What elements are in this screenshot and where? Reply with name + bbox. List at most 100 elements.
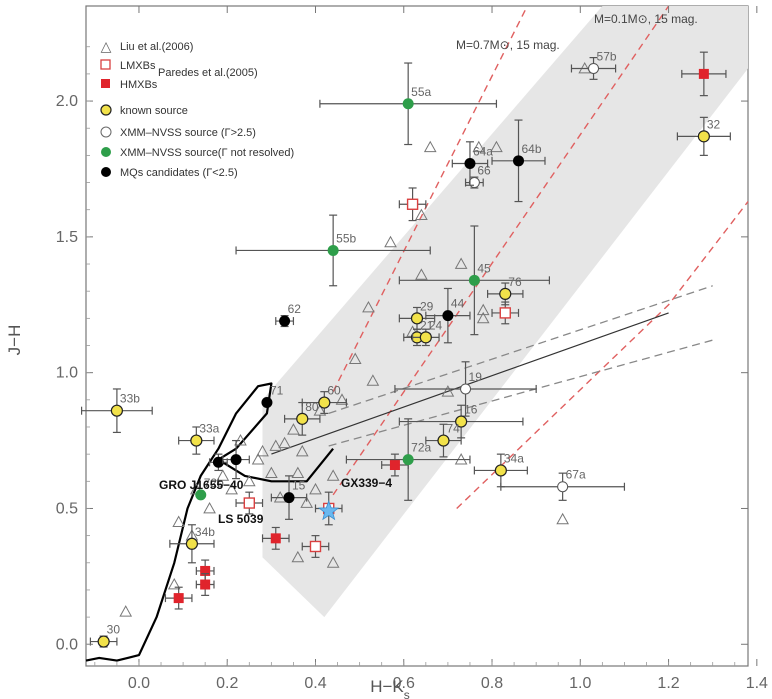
- liu-triangle-point: [348, 352, 362, 364]
- liu-triangle-point: [278, 436, 291, 449]
- gx339-star-marker: [318, 500, 340, 521]
- liu-triangle-point: [454, 257, 468, 269]
- mq-candidate-label: 71: [270, 384, 284, 398]
- known-source-point: [419, 331, 432, 344]
- known-source-point: [494, 464, 507, 477]
- xmm-open-point: [557, 481, 569, 493]
- callout-gro-j1655: GRO J1655−40: [159, 478, 244, 492]
- known-source-point: [190, 434, 203, 447]
- known-source-label: 80: [305, 400, 319, 414]
- legend-label-known: known source: [120, 105, 188, 117]
- liu-triangle-point: [225, 482, 238, 495]
- xmm-open-label: 19: [469, 370, 483, 384]
- lmxb-point: [499, 307, 511, 319]
- known-source-label: 74: [446, 422, 460, 436]
- hmxb-point: [200, 565, 211, 576]
- x-tick-label: 0.8: [481, 675, 503, 692]
- hmxb-point: [389, 460, 400, 471]
- hmxb-point: [200, 579, 211, 590]
- legend-symbol-xmm-green: [101, 147, 111, 157]
- xmm-open-label: 67a: [566, 468, 586, 482]
- liu-triangle-point: [415, 208, 428, 221]
- liu-triangle-point: [295, 444, 309, 457]
- liu-triangle-point: [300, 496, 314, 508]
- liu-triangle-point: [287, 423, 300, 435]
- xmm-open-point: [468, 177, 480, 189]
- known-source-label: 76: [508, 275, 522, 289]
- callout-ls5039: LS 5039: [218, 512, 264, 526]
- xmm-open-label: 66: [477, 164, 491, 178]
- gray-solid-line: [271, 312, 669, 455]
- lmxb-point: [406, 198, 419, 210]
- liu-triangle-point: [556, 512, 569, 525]
- y-tick-label: 1.5: [56, 229, 78, 246]
- liu-triangle-point: [362, 300, 375, 313]
- legend-label-lmxb: LMXBs: [120, 60, 156, 72]
- legend: △ Liu et al.(2006) LMXBs Paredes et al.(…: [100, 38, 294, 179]
- mq-candidate-point: [261, 397, 273, 409]
- liu-triangle-point: [216, 469, 230, 481]
- known-source-point: [110, 404, 123, 417]
- legend-symbol-triangle: △: [101, 38, 112, 54]
- x-axis-title: H−Ks: [370, 677, 410, 699]
- known-source-point: [318, 396, 331, 409]
- known-source-label: 34b: [195, 525, 215, 539]
- legend-label-triangle: Liu et al.(2006): [120, 41, 193, 53]
- callout-gx339: GX339−4: [341, 476, 392, 490]
- x-tick-label: 1.4: [746, 675, 768, 692]
- liu-triangles-layer: [119, 61, 592, 617]
- axes-layer: 0.0 0.2 0.4 0.6 0.8 1.0 1.2 1.4 0.0 0.5 1.0 1.5 2.0: [56, 6, 768, 692]
- x-tick-label: 0.0: [128, 675, 150, 692]
- liu-triangle-point: [172, 515, 186, 527]
- y-tick-label: 2.0: [56, 93, 78, 110]
- xmm-green-label: 55b: [336, 231, 356, 245]
- xmm-green-label: 45: [477, 261, 491, 275]
- y-axis-title: J−H: [5, 325, 24, 356]
- legend-label-xmm-green: XMM–NVSS source(Γ not resolved): [120, 147, 294, 159]
- gray-dashed-line: [328, 285, 713, 415]
- liu-triangle-point: [366, 374, 380, 386]
- y-tick-label: 0.5: [56, 500, 78, 517]
- legend-label-hmxb: HMXBs: [120, 79, 158, 91]
- mq-candidate-label: 44: [451, 297, 465, 311]
- legend-ref: Paredes et al.(2005): [158, 67, 258, 79]
- liu-triangle-point: [384, 235, 397, 248]
- xmm-open-label: 57b: [597, 49, 617, 63]
- gray-dashed-line: [328, 339, 713, 447]
- hmxb-point: [698, 68, 709, 79]
- liu-triangle-point: [441, 385, 455, 397]
- x-tick-label: 0.6: [393, 675, 415, 692]
- liu-triangle-point: [256, 444, 269, 457]
- legend-symbol-lmxb: [100, 59, 111, 70]
- red-dashed-track: [332, 5, 670, 496]
- hmxb-point: [270, 533, 281, 544]
- liu-triangle-point: [291, 466, 305, 479]
- liu-triangle-point: [265, 466, 278, 479]
- mq-candidate-point: [464, 158, 476, 170]
- known-source-label: 24: [429, 318, 443, 332]
- liu-triangle-point: [326, 556, 340, 568]
- xmm-green-point: [195, 489, 207, 501]
- mq-candidate-label: 15: [292, 479, 306, 493]
- lmxb-point: [243, 497, 255, 509]
- known-source-label: 60: [327, 384, 341, 398]
- tracks-layer: [85, 5, 749, 662]
- mq-candidate-point: [212, 456, 224, 468]
- track-label-01: M=0.1M⊙, 15 mag.: [594, 12, 698, 26]
- liu-triangle-point: [476, 303, 490, 316]
- known-source-label: 34a: [504, 451, 524, 465]
- liu-triangle-point: [251, 453, 265, 465]
- known-source-point: [697, 130, 710, 143]
- liu-triangle-point: [242, 474, 256, 487]
- known-source-point: [97, 635, 110, 648]
- xmm-green-label: 72b: [204, 476, 224, 490]
- main-sequence-curve: [85, 382, 334, 662]
- y-tick-label: 0.0: [56, 636, 78, 653]
- known-source-point: [296, 412, 309, 425]
- xmm-green-point: [402, 98, 414, 110]
- legend-symbol-hmxb: [101, 79, 110, 88]
- mq-candidate-point: [513, 155, 525, 167]
- liu-triangle-point: [476, 311, 490, 324]
- known-source-point: [410, 312, 424, 325]
- x-tick-label: 0.4: [304, 675, 326, 692]
